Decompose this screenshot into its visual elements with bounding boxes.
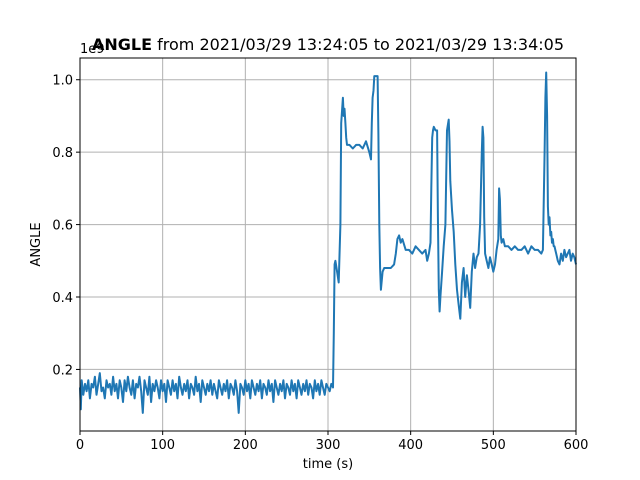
- axis-ticks: 0 100 200 300 400 500 600 0.2 0.4 0.6 0.8 1.0: [52, 74, 588, 453]
- grid-lines: [79, 58, 577, 431]
- y-tick-label: 0.2: [52, 363, 73, 378]
- x-tick-label: 0: [76, 438, 84, 453]
- x-tick-label: 300: [316, 438, 341, 453]
- x-axis-label: time (s): [303, 457, 353, 472]
- y-tick-label: 0.6: [52, 219, 73, 234]
- plot-area: [79, 71, 577, 414]
- x-tick-label: 100: [150, 438, 175, 453]
- chart-title-rest: from 2021/03/29 13:24:05 to 2021/03/29 1…: [152, 35, 564, 54]
- y-tick-label: 0.4: [52, 291, 73, 306]
- chart-title-bold: ANGLE: [92, 35, 152, 54]
- y-axis-multiplier: 1e9: [80, 42, 105, 57]
- y-axis-label: ANGLE: [29, 222, 44, 266]
- x-tick-label: 500: [481, 438, 506, 453]
- chart-title: ANGLE from 2021/03/29 13:24:05 to 2021/0…: [92, 35, 564, 54]
- series-line: [79, 71, 577, 414]
- y-tick-label: 1.0: [52, 74, 73, 89]
- x-tick-label: 400: [398, 438, 423, 453]
- x-tick-label: 600: [564, 438, 589, 453]
- y-tick-label: 0.8: [52, 146, 73, 161]
- x-tick-label: 200: [233, 438, 258, 453]
